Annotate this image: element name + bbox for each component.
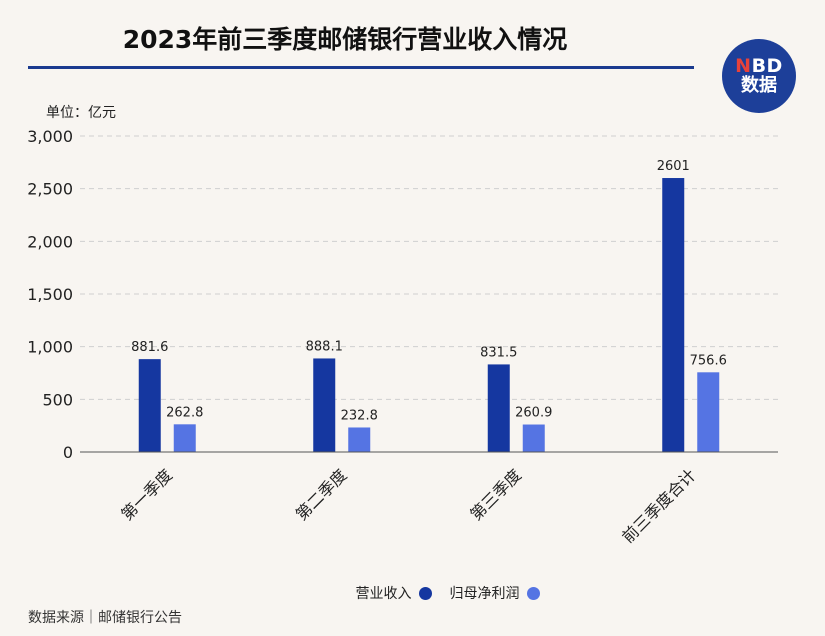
legend-label-revenue: 营业收入	[355, 586, 412, 602]
bars	[138, 178, 720, 452]
bar-profit	[348, 427, 371, 452]
y-tick-label: 2,500	[27, 180, 73, 199]
data-label: 881.6	[131, 340, 168, 355]
data-label: 232.8	[341, 408, 378, 423]
y-tick-label: 1,000	[27, 338, 73, 357]
legend-swatch-profit	[526, 586, 540, 600]
bar-revenue	[138, 359, 161, 452]
data-label: 260.9	[515, 406, 552, 421]
y-tick-label: 500	[42, 390, 73, 409]
legend: 营业收入 归母净利润	[0, 583, 825, 603]
y-axis-ticks: 0 500 1,000 1,500 2,000 2,500 3,000	[27, 127, 73, 462]
x-tick-label: 第二季度	[292, 465, 351, 524]
y-tick-label: 0	[63, 443, 73, 462]
nbd-logo: NBD 数据	[722, 39, 796, 113]
data-label: 2601	[657, 159, 690, 174]
bar-revenue	[662, 178, 685, 452]
title-underline	[28, 66, 694, 69]
data-label: 888.1	[306, 339, 343, 354]
x-tick-label: 第三季度	[466, 465, 525, 524]
bar-profit	[522, 424, 545, 452]
x-tick-label: 第一季度	[117, 465, 176, 524]
y-tick-label: 1,500	[27, 285, 73, 304]
y-tick-label: 2,000	[27, 232, 73, 251]
data-label: 831.5	[480, 345, 517, 360]
legend-swatch-revenue	[418, 586, 432, 600]
data-label: 756.6	[690, 353, 727, 368]
unit-label: 单位：亿元	[46, 105, 116, 121]
chart-title: 2023年前三季度邮储银行营业收入情况	[122, 25, 568, 54]
source-note: 数据来源｜邮储银行公告	[28, 610, 182, 626]
bar-revenue	[487, 364, 510, 452]
x-tick-label: 前三季度合计	[618, 465, 699, 546]
legend-item-revenue: 营业收入	[356, 583, 432, 603]
y-tick-label: 3,000	[27, 127, 73, 146]
data-labels: 881.6 262.8 888.1 232.8 831.5 260.9 2601 756.6	[131, 159, 727, 423]
legend-label-profit: 归母净利润	[449, 586, 520, 602]
x-axis-ticks: 第一季度 第二季度 第三季度 前三季度合计	[117, 465, 699, 546]
bar-profit	[173, 424, 196, 452]
legend-item-profit: 归母净利润	[450, 583, 540, 603]
data-label: 262.8	[166, 405, 203, 420]
bar-profit	[697, 372, 720, 452]
bar-revenue	[313, 358, 336, 452]
